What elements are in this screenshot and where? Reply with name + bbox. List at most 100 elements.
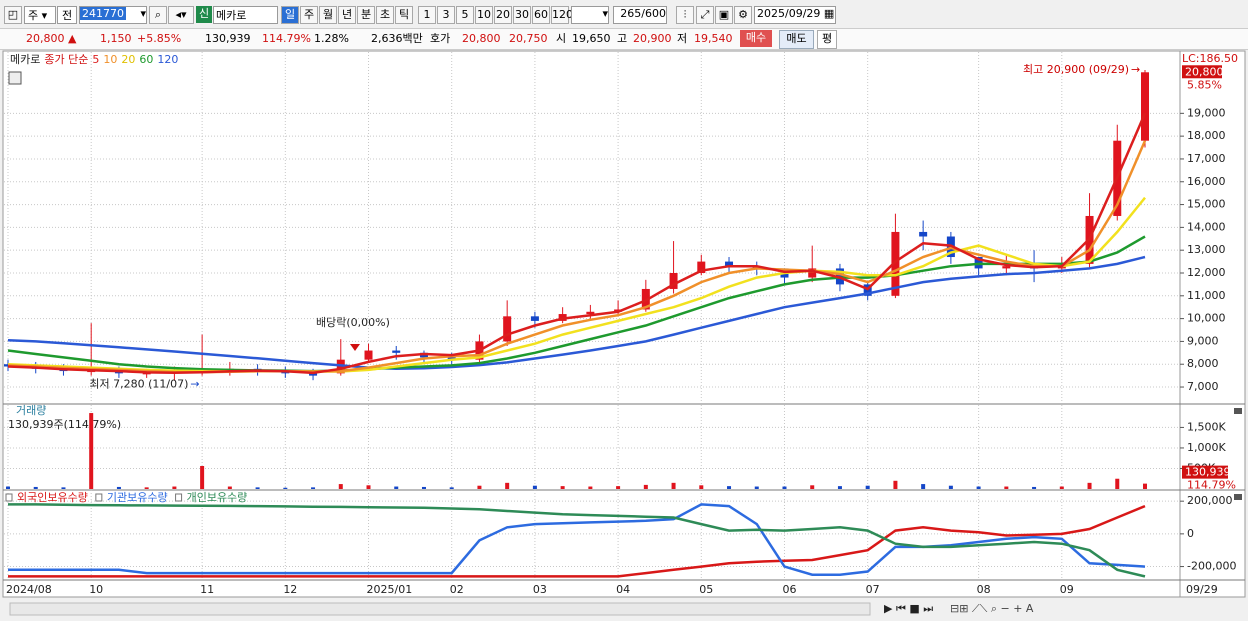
sell-button[interactable]: 매도 [779, 30, 814, 49]
volume-bar [505, 482, 510, 489]
volume-bar [200, 466, 205, 489]
candle-body [669, 272, 678, 289]
tool-icon[interactable]: ⤢ [696, 6, 714, 24]
zoom-controls[interactable]: ⊟⊞ ⟋⟍ ⌕ − + A [950, 602, 1034, 615]
panel-close[interactable] [1234, 408, 1242, 414]
volume-bar [283, 487, 288, 489]
volume-bar [421, 486, 426, 489]
interval-button[interactable]: 20 [494, 6, 512, 24]
interval-button[interactable]: 30 [513, 6, 531, 24]
volume-bar [948, 485, 953, 489]
date-input[interactable]: 2025/09/29 ▦ [754, 6, 836, 24]
interval-button[interactable]: 3 [437, 6, 455, 24]
volume-bar [754, 486, 759, 489]
volume-bar [227, 486, 232, 489]
candle-body [530, 316, 539, 321]
interval-button[interactable]: 120 [551, 6, 573, 24]
open-label: 시 [556, 32, 567, 45]
avg-button[interactable]: 평 [817, 30, 837, 49]
candle-body [891, 231, 900, 296]
settings-icon[interactable]: ⚙ [734, 6, 752, 24]
volume: 130,939 [205, 32, 251, 45]
volume-bar [643, 484, 648, 489]
volume-bar [782, 486, 787, 489]
interval-button[interactable]: 주 [300, 6, 318, 24]
ask-label: 호가 [430, 32, 451, 45]
high-annotation: 최고 20,900 (09/29) [1023, 63, 1129, 76]
interval-button[interactable]: 60 [532, 6, 550, 24]
low-label: 저 [677, 32, 688, 45]
legend-swatch [5, 493, 13, 502]
interval-button[interactable]: 초 [376, 6, 394, 24]
high-label: 고 [617, 32, 628, 45]
turnover: 1.28% [314, 32, 349, 45]
legend-entry: 개인보유수량 [187, 491, 248, 504]
volume-bar [172, 486, 177, 489]
y-tick-label: 12,000 [1187, 266, 1226, 279]
scrollbar[interactable] [9, 602, 871, 616]
series-line [7, 235, 1146, 373]
candle-body [142, 373, 151, 375]
interval-button[interactable]: 1 [418, 6, 436, 24]
count-box[interactable]: 265/600 [613, 6, 667, 24]
max-count: /600 [641, 7, 666, 20]
scroll-controls[interactable]: ▶ ⏮ ■ ⏭ [884, 602, 933, 615]
change: 1,150 [100, 32, 132, 45]
amount: 2,636백만 [371, 32, 423, 45]
price-tag-bg [1182, 65, 1222, 79]
volume-bar [837, 486, 842, 489]
unit-select[interactable]: ▾ [571, 6, 609, 24]
volume-bar [6, 486, 10, 489]
candle-body [1002, 266, 1011, 269]
volume-bar [893, 480, 898, 489]
search-icon[interactable]: ⌕ [149, 6, 167, 24]
candle-body [586, 311, 595, 315]
tool-icon[interactable]: ⫶ [676, 6, 694, 24]
y-tick-label: 0 [1187, 527, 1194, 540]
x-tick-label: 08 [977, 583, 991, 596]
volume-bar [61, 487, 66, 489]
open: 19,650 [572, 32, 611, 45]
sound-icon[interactable]: ◂▾ [168, 6, 194, 24]
interval-button[interactable]: 10 [475, 6, 493, 24]
bid: 20,750 [509, 32, 548, 45]
y-tick-label: 11,000 [1187, 289, 1226, 302]
volume-bar [921, 484, 926, 489]
y-tick-label: 10,000 [1187, 312, 1226, 325]
legend: 메카로 종가 단순 5 10 20 60 120 [10, 53, 178, 66]
legend-swatch [95, 493, 103, 502]
interval-button[interactable]: 년 [338, 6, 356, 24]
candle-body [87, 371, 96, 373]
chart-name: 메카로 [10, 53, 40, 66]
interval-button[interactable]: 5 [456, 6, 474, 24]
volume-bar [588, 486, 593, 489]
ratio-tag: 114.79% [1187, 479, 1236, 492]
volume-tag: 130,939 [1185, 466, 1231, 479]
badge: 신 [196, 6, 212, 23]
save-icon[interactable]: ▣ [715, 6, 733, 24]
period-select[interactable]: 주 ▾ [24, 6, 56, 24]
panel-close[interactable] [1234, 494, 1242, 500]
prev-button[interactable]: 전 [57, 6, 77, 24]
y-tick-label: 15,000 [1187, 198, 1226, 211]
candle-body [364, 350, 373, 360]
interval-button[interactable]: 틱 [395, 6, 413, 24]
menu-icon[interactable]: ◰ [4, 6, 22, 24]
volume-bar [338, 484, 343, 489]
legend-entry: 10 [103, 53, 117, 66]
interval-button[interactable]: 분 [357, 6, 375, 24]
volume-bar [1004, 486, 1009, 489]
x-tick-label: 12 [283, 583, 297, 596]
code-input[interactable]: 241770 ▾ [79, 6, 147, 24]
x-tick-label: 07 [866, 583, 880, 596]
volume-bar [560, 486, 565, 489]
name-input[interactable]: 메카로 [213, 6, 278, 24]
event-marker [350, 344, 360, 351]
arrow: → [190, 378, 199, 391]
series-line [7, 112, 1147, 375]
interval-button[interactable]: 일 [281, 6, 299, 24]
buy-button[interactable]: 매수 [740, 30, 772, 47]
interval-button[interactable]: 월 [319, 6, 337, 24]
x-tick-label: 04 [616, 583, 630, 596]
count: 265 [620, 7, 642, 20]
